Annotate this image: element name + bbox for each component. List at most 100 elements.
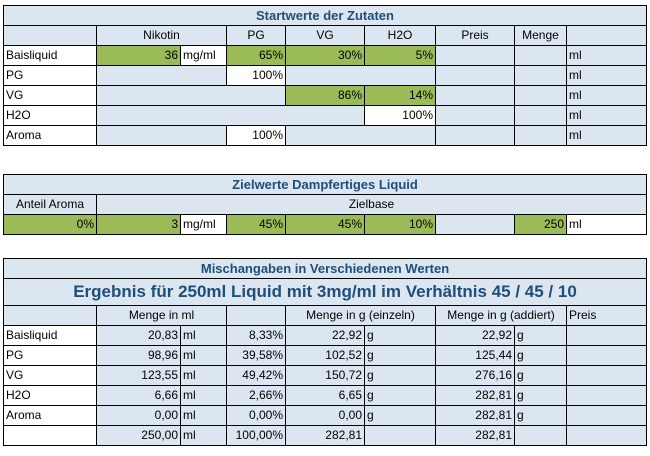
- g-unit-addiert[interactable]: g: [515, 406, 567, 425]
- menge-g-addiert-value[interactable]: 282,81: [436, 406, 515, 425]
- menge-value[interactable]: [515, 46, 567, 65]
- ml-unit[interactable]: ml: [181, 366, 227, 385]
- corner-cell[interactable]: [4, 306, 97, 325]
- g-unit[interactable]: g: [365, 406, 436, 425]
- preis-value[interactable]: [436, 66, 515, 85]
- preis-value[interactable]: [567, 346, 646, 365]
- preis-value[interactable]: [567, 406, 646, 425]
- g-unit-addiert[interactable]: g: [515, 386, 567, 405]
- menge-ml-value[interactable]: 123,55: [97, 366, 181, 385]
- menge-g-addiert-value[interactable]: 276,16: [436, 366, 515, 385]
- corner-cell[interactable]: [4, 26, 97, 45]
- vg-h2o-cell[interactable]: [286, 126, 436, 145]
- ml-unit[interactable]: ml: [181, 386, 227, 405]
- header-menge[interactable]: Menge: [515, 26, 567, 45]
- preis-value[interactable]: [567, 386, 646, 405]
- g-unit[interactable]: g: [365, 366, 436, 385]
- preis-value[interactable]: [436, 86, 515, 105]
- row-label[interactable]: Aroma: [4, 126, 97, 145]
- ml-unit[interactable]: ml: [181, 406, 227, 425]
- row-label[interactable]: H2O: [4, 386, 97, 405]
- menge-g-addiert-value[interactable]: 22,92: [436, 326, 515, 345]
- header-menge-g-addiert[interactable]: Menge in g (addiert): [436, 306, 567, 325]
- ml-unit[interactable]: ml: [569, 48, 582, 62]
- vg-value[interactable]: 30%: [286, 46, 365, 65]
- header-pg[interactable]: PG: [227, 26, 286, 45]
- nikotin-value[interactable]: [97, 66, 227, 85]
- nikotin-value[interactable]: [97, 126, 227, 145]
- g-unit[interactable]: g: [365, 326, 436, 345]
- h2o-value[interactable]: 14%: [365, 86, 436, 105]
- menge-value[interactable]: [515, 106, 567, 125]
- menge-g-addiert-value[interactable]: 282,81: [436, 426, 515, 445]
- g-unit[interactable]: [365, 426, 436, 445]
- header-pct[interactable]: [227, 306, 286, 325]
- header-preis[interactable]: Preis: [436, 26, 515, 45]
- ml-unit[interactable]: ml: [181, 346, 227, 365]
- row-label[interactable]: PG: [4, 66, 97, 85]
- menge-g-value[interactable]: 102,52: [286, 346, 365, 365]
- menge-g-value[interactable]: 6,65: [286, 386, 365, 405]
- header-preis[interactable]: Preis: [569, 308, 597, 322]
- h2o-value[interactable]: 100%: [365, 106, 436, 125]
- menge-g-value[interactable]: 0,00: [286, 406, 365, 425]
- g-unit-addiert[interactable]: g: [515, 346, 567, 365]
- percent-value[interactable]: 2,66%: [227, 386, 286, 405]
- row-label[interactable]: [4, 426, 97, 445]
- h2o-value[interactable]: 10%: [365, 215, 436, 234]
- g-unit-addiert[interactable]: g: [515, 326, 567, 345]
- preis-value[interactable]: [436, 126, 515, 145]
- ml-unit[interactable]: ml: [567, 215, 646, 234]
- row-label[interactable]: VG: [4, 86, 97, 105]
- menge-g-value[interactable]: 282,81: [286, 426, 365, 445]
- ml-unit[interactable]: ml: [569, 128, 582, 142]
- preis-value[interactable]: [567, 366, 646, 385]
- vg-h2o-cell[interactable]: [286, 66, 436, 85]
- menge-value[interactable]: [515, 86, 567, 105]
- pg-value[interactable]: 100%: [227, 126, 286, 145]
- row-label[interactable]: VG: [4, 366, 97, 385]
- header-h2o[interactable]: H2O: [365, 26, 436, 45]
- menge-g-value[interactable]: 150,72: [286, 366, 365, 385]
- aroma-value[interactable]: 0%: [4, 215, 97, 234]
- menge-value[interactable]: 250: [515, 215, 567, 234]
- percent-value[interactable]: 0,00%: [227, 406, 286, 425]
- nikotin-unit[interactable]: mg/ml: [181, 215, 227, 234]
- preis-value[interactable]: [436, 106, 515, 125]
- percent-value[interactable]: 39,58%: [227, 346, 286, 365]
- menge-ml-value[interactable]: 0,00: [97, 406, 181, 425]
- menge-ml-value[interactable]: 98,96: [97, 346, 181, 365]
- vg-value[interactable]: 45%: [286, 215, 365, 234]
- header-menge-ml[interactable]: Menge in ml: [97, 306, 227, 325]
- ml-unit[interactable]: ml: [181, 426, 227, 445]
- row-label[interactable]: H2O: [4, 106, 97, 125]
- menge-g-value[interactable]: 22,92: [286, 326, 365, 345]
- menge-ml-value[interactable]: 250,00: [97, 426, 181, 445]
- row-label[interactable]: Baisliquid: [4, 46, 97, 65]
- header-menge-g[interactable]: Menge in g (einzeln): [286, 306, 436, 325]
- row-label[interactable]: Aroma: [4, 406, 97, 425]
- header-nikotin[interactable]: Nikotin: [97, 26, 227, 45]
- ml-unit[interactable]: ml: [181, 326, 227, 345]
- nikotin-unit[interactable]: mg/ml: [181, 46, 227, 65]
- nikotin-value[interactable]: 36: [97, 46, 181, 65]
- ml-unit[interactable]: ml: [569, 108, 582, 122]
- nikotin-value[interactable]: 3: [97, 215, 181, 234]
- menge-ml-value[interactable]: 20,83: [97, 326, 181, 345]
- g-unit[interactable]: g: [365, 346, 436, 365]
- pg-value[interactable]: 100%: [227, 66, 286, 85]
- row-label[interactable]: PG: [4, 346, 97, 365]
- preis-value[interactable]: [436, 215, 515, 234]
- header-vg[interactable]: VG: [286, 26, 365, 45]
- pg-value[interactable]: 45%: [227, 215, 286, 234]
- nikotin-pg-cell[interactable]: [97, 86, 286, 105]
- header-zielbase[interactable]: Zielbase: [348, 197, 395, 211]
- header-anteil-aroma[interactable]: Anteil Aroma: [4, 195, 97, 214]
- menge-value[interactable]: [515, 126, 567, 145]
- percent-value[interactable]: 100,00%: [227, 426, 286, 445]
- ml-unit[interactable]: ml: [569, 68, 582, 82]
- vg-value[interactable]: 86%: [286, 86, 365, 105]
- g-unit-addiert[interactable]: g: [515, 366, 567, 385]
- percent-value[interactable]: 49,42%: [227, 366, 286, 385]
- preis-value[interactable]: [567, 426, 646, 445]
